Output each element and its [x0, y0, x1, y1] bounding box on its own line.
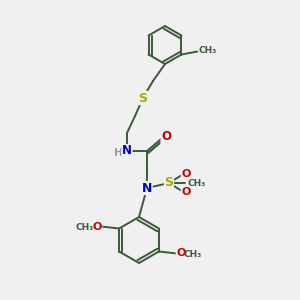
Text: O: O [176, 248, 186, 259]
Text: O: O [92, 221, 102, 232]
Text: H: H [114, 148, 122, 158]
Text: CH₃: CH₃ [76, 223, 94, 232]
Text: N: N [142, 182, 152, 194]
Text: S: S [139, 92, 148, 104]
Text: O: O [161, 130, 171, 143]
Text: O: O [181, 169, 191, 179]
Text: CH₃: CH₃ [187, 178, 205, 188]
Text: CH₃: CH₃ [184, 250, 202, 259]
Text: S: S [164, 176, 173, 190]
Text: N: N [122, 145, 132, 158]
Text: CH₃: CH₃ [199, 46, 217, 55]
Text: O: O [181, 187, 191, 197]
